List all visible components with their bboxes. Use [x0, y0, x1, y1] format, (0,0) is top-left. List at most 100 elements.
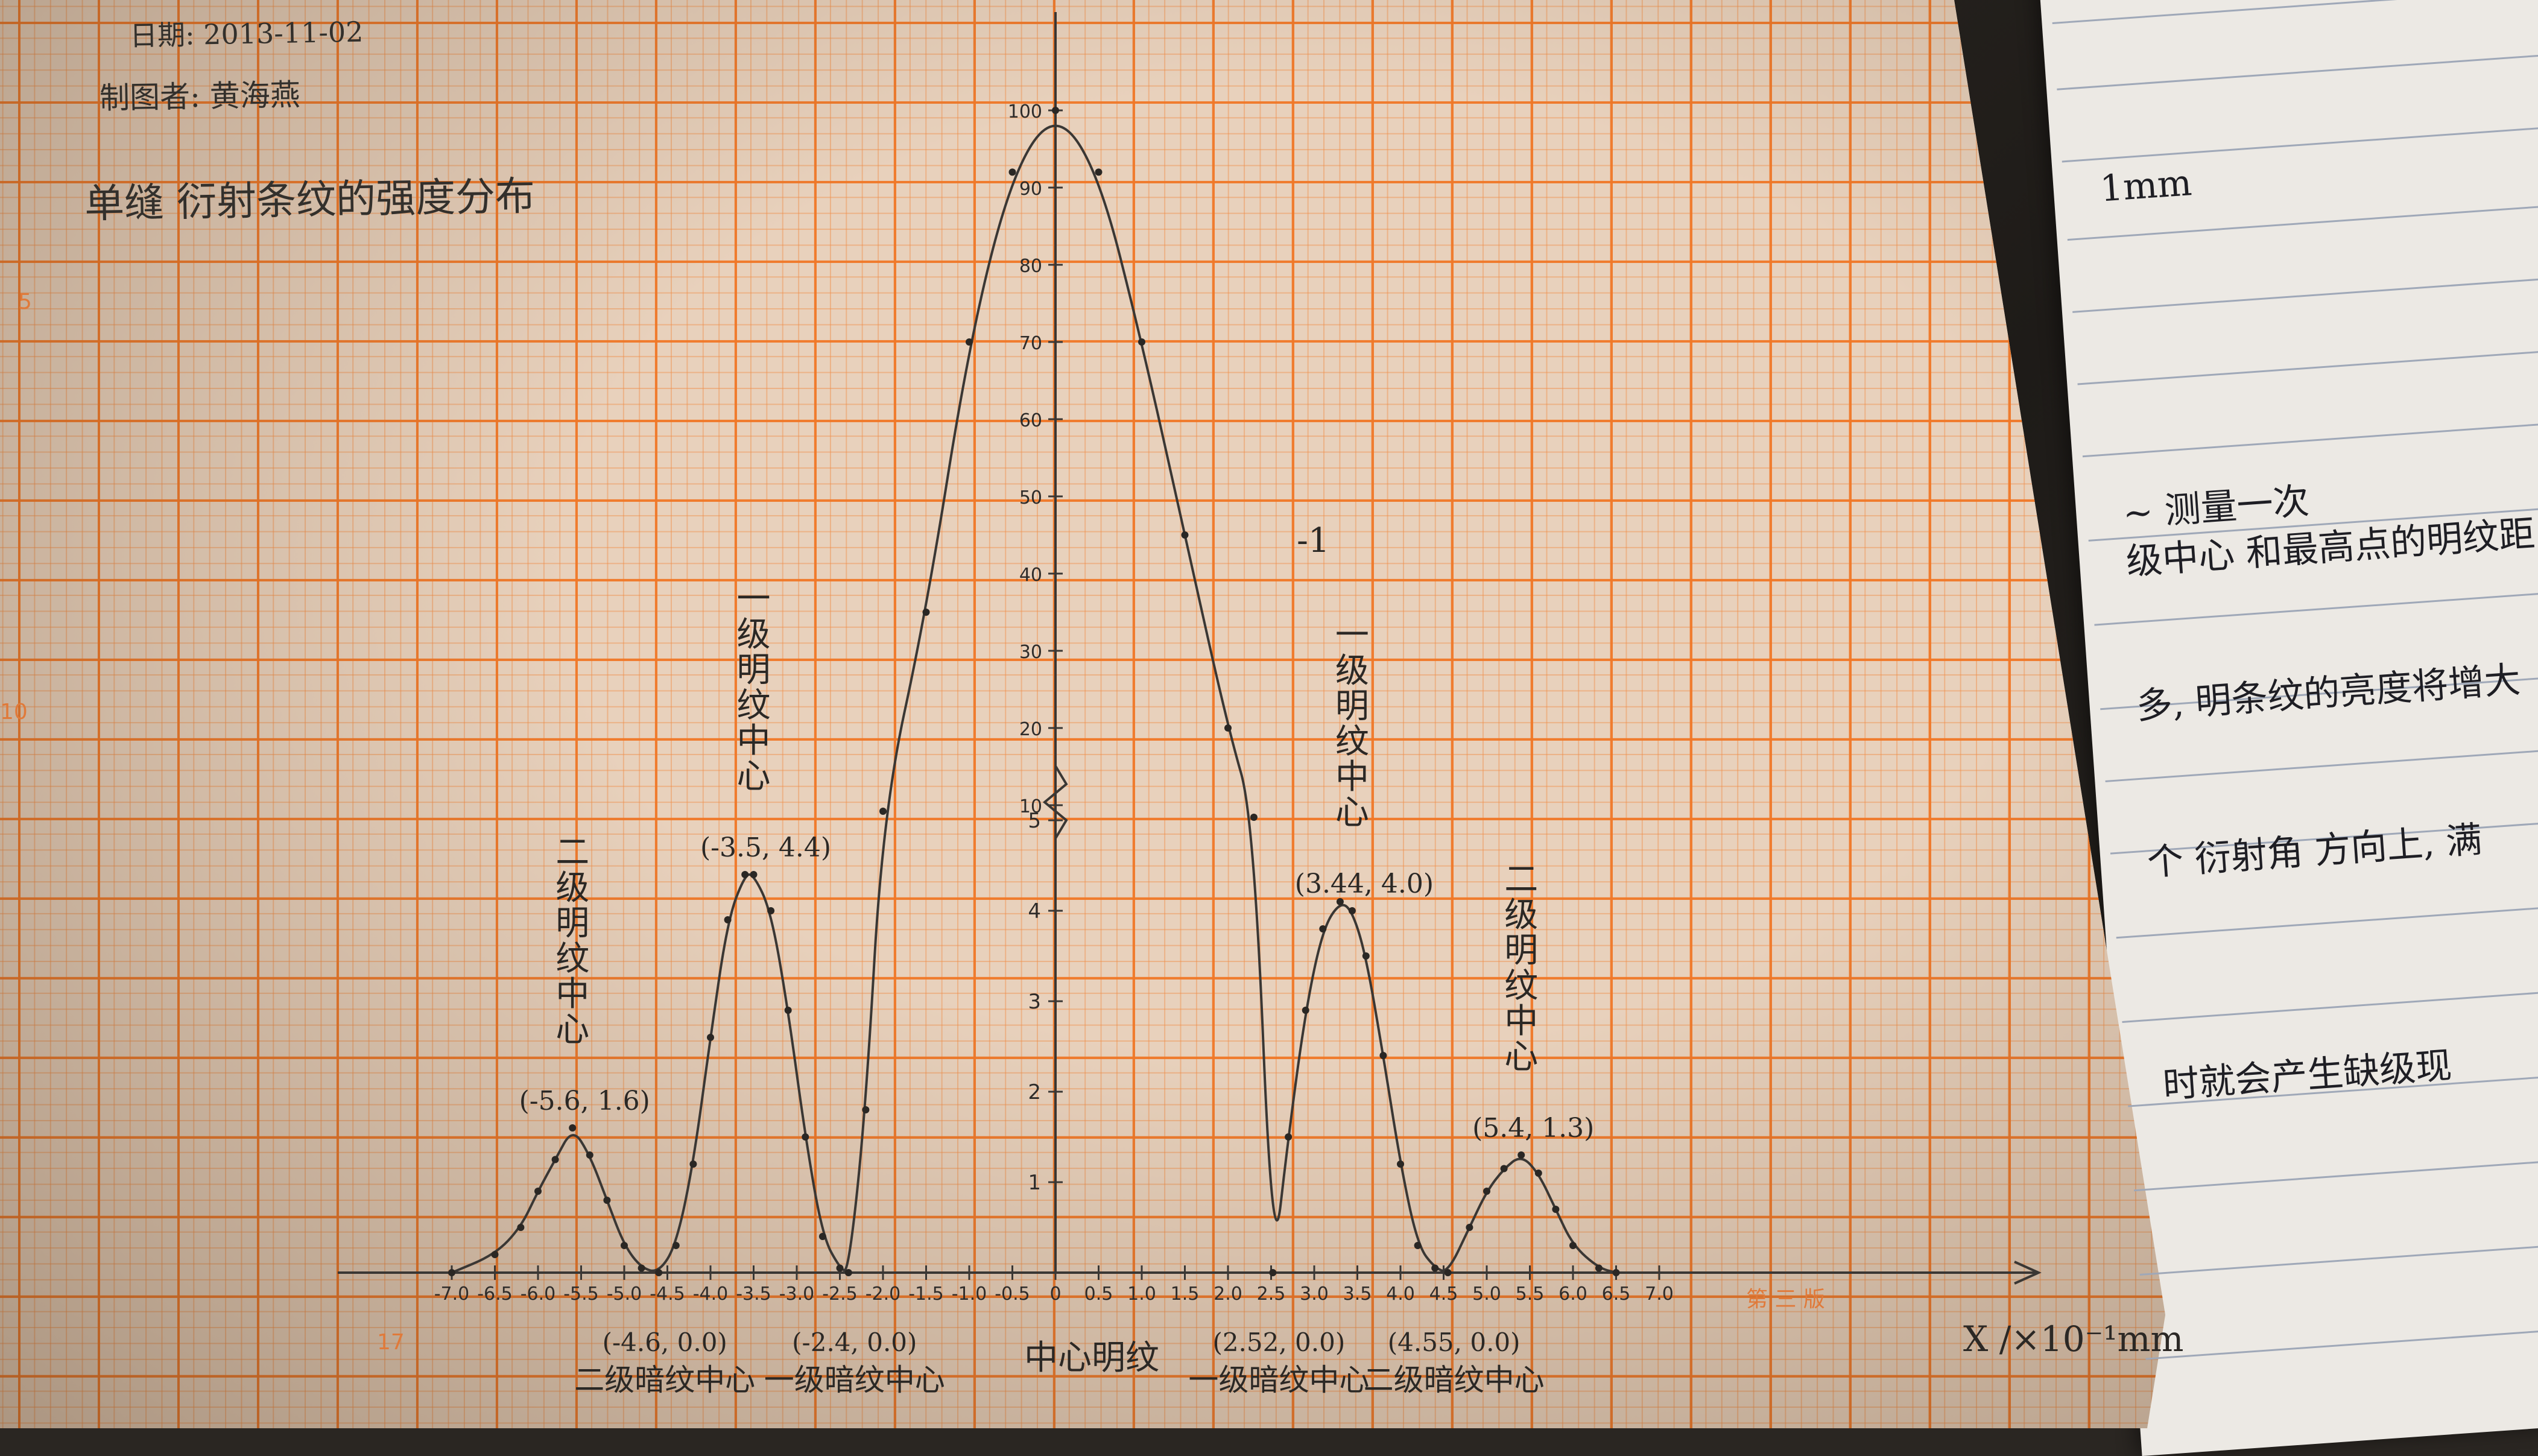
peak-annotation-char: 一 — [1335, 616, 1369, 655]
notebook-text-5: 时就会产生缺级现 — [2162, 1045, 2454, 1107]
data-point — [517, 1224, 525, 1231]
graph-paper-sheet — [0, 0, 2165, 1428]
peak-annotation-char: 纹 — [1335, 722, 1369, 761]
y-tick-label: 4 — [1028, 899, 1041, 923]
data-point — [1397, 1160, 1404, 1168]
peak-annotation-char: 一 — [737, 580, 771, 619]
notebook-text-0: 1mm — [2099, 162, 2193, 210]
y-tick-label: 30 — [1019, 642, 1042, 663]
x-tick-label: -6.5 — [477, 1283, 513, 1305]
notebook-rule — [2077, 347, 2538, 385]
notebook-text-4: 个 衍射角 方向上, 满 — [2146, 818, 2484, 884]
data-point — [586, 1151, 593, 1159]
paper-corner-mark-17: 17 — [377, 1330, 405, 1355]
peak-annotation-char: 级 — [1504, 896, 1538, 935]
notebook-rule — [2116, 901, 2538, 939]
notebook-rule — [2139, 1237, 2538, 1276]
peak-annotation-char: 二 — [555, 833, 589, 872]
notebook-rule — [2067, 203, 2538, 241]
notebook-text-3: 多, 明条纹的亮度将增大 — [2135, 659, 2522, 727]
data-point — [707, 1034, 714, 1041]
paper-edge-mark-5: 5 — [18, 290, 32, 314]
x-tick-label: 0 — [1049, 1283, 1061, 1305]
x-tick-label: 3.5 — [1343, 1283, 1372, 1305]
data-point — [689, 1160, 697, 1168]
minimum-coordinate-label: (2.52, 0.0) — [1212, 1328, 1345, 1357]
notebook-rule — [2057, 52, 2538, 90]
data-points — [448, 107, 1620, 1276]
minimum-annotation: 一级暗纹中心 — [1188, 1363, 1369, 1397]
notebook-rule — [2082, 419, 2538, 458]
peak-annotation-char: 纹 — [1504, 966, 1538, 1005]
lighting-shade — [0, 0, 2165, 1428]
notebook-rule — [2105, 744, 2538, 782]
peak-annotation-char: 中 — [737, 721, 771, 761]
peak-annotation-char: 级 — [555, 869, 589, 908]
x-tick-label: 6.0 — [1559, 1283, 1587, 1305]
x-tick-label: 0.5 — [1084, 1283, 1113, 1305]
data-point — [534, 1188, 542, 1195]
paper-edition-mark: 第 三 版 — [1746, 1287, 1825, 1312]
data-point — [879, 808, 887, 815]
y-tick-label: 50 — [1019, 487, 1042, 508]
x-tick-label: 2.0 — [1214, 1283, 1242, 1305]
x-tick-label: -3.5 — [736, 1283, 771, 1305]
data-point — [448, 1269, 455, 1276]
data-point — [1336, 898, 1344, 905]
x-tick-label: 3.0 — [1300, 1283, 1329, 1305]
peak-annotation-char: 明 — [737, 651, 771, 690]
data-point — [1250, 814, 1258, 821]
data-point — [1302, 1007, 1309, 1014]
paper-edge-mark-10: 10 — [0, 700, 28, 724]
minimum-annotation: 二级暗纹中心 — [1364, 1363, 1545, 1397]
data-point — [767, 907, 775, 914]
x-tick-label: 4.0 — [1386, 1283, 1415, 1305]
data-point — [638, 1264, 645, 1272]
data-point — [1612, 1269, 1620, 1276]
x-tick-label: 2.5 — [1257, 1283, 1286, 1305]
y-tick-label: 20 — [1019, 719, 1042, 740]
peak-coordinate-label: (3.44, 4.0) — [1295, 869, 1434, 899]
x-tick-label: -6.0 — [521, 1283, 556, 1305]
peak-annotation-char: 心 — [737, 757, 771, 796]
grid-paper — [0, 0, 2165, 1428]
data-point — [1569, 1242, 1577, 1249]
peak-coordinate-label: (-3.5, 4.4) — [700, 832, 831, 863]
y-tick-label: 70 — [1019, 333, 1042, 354]
chart-axes: X /×10⁻¹mm — [338, 12, 2184, 1359]
data-point — [491, 1251, 499, 1258]
x-tick-label: -2.0 — [866, 1283, 901, 1305]
peak-annotation-char: 纹 — [555, 939, 589, 978]
x-tick-label: 5.5 — [1516, 1283, 1545, 1305]
data-point — [1534, 1170, 1542, 1177]
data-point — [1224, 724, 1232, 732]
minimum-coordinate-label: (4.55, 0.0) — [1388, 1328, 1521, 1357]
notebook-rule — [2052, 0, 2538, 25]
minimum-coordinate-label: (-4.6, 0.0) — [603, 1328, 727, 1357]
data-point — [741, 871, 749, 878]
peak-annotation-char: 级 — [1335, 651, 1369, 691]
peak-coordinate-label: (-5.6, 1.6) — [519, 1086, 650, 1116]
stray-pencil-mark: -1 — [1297, 521, 1330, 560]
data-point — [922, 609, 930, 616]
peak-annotation-char: 二 — [1504, 860, 1538, 899]
minimum-annotation: 二级暗纹中心 — [574, 1363, 755, 1397]
data-point — [750, 871, 758, 878]
x-tick-label: 1.0 — [1127, 1283, 1156, 1305]
notebook-rule — [2145, 1321, 2538, 1360]
x-tick-label: -1.5 — [908, 1283, 944, 1305]
minimum-coordinate-label: (-2.4, 0.0) — [792, 1328, 917, 1357]
data-point — [569, 1124, 577, 1132]
peak-annotation-char: 纹 — [737, 686, 771, 725]
notebook-rule — [2072, 274, 2538, 313]
data-point — [1138, 338, 1145, 346]
y-tick-label: 10 — [1019, 796, 1042, 817]
peak-annotation-char: 心 — [1504, 1037, 1538, 1077]
data-point — [818, 1233, 826, 1240]
data-point — [621, 1242, 628, 1249]
data-point — [784, 1007, 792, 1014]
data-point — [1319, 925, 1327, 932]
